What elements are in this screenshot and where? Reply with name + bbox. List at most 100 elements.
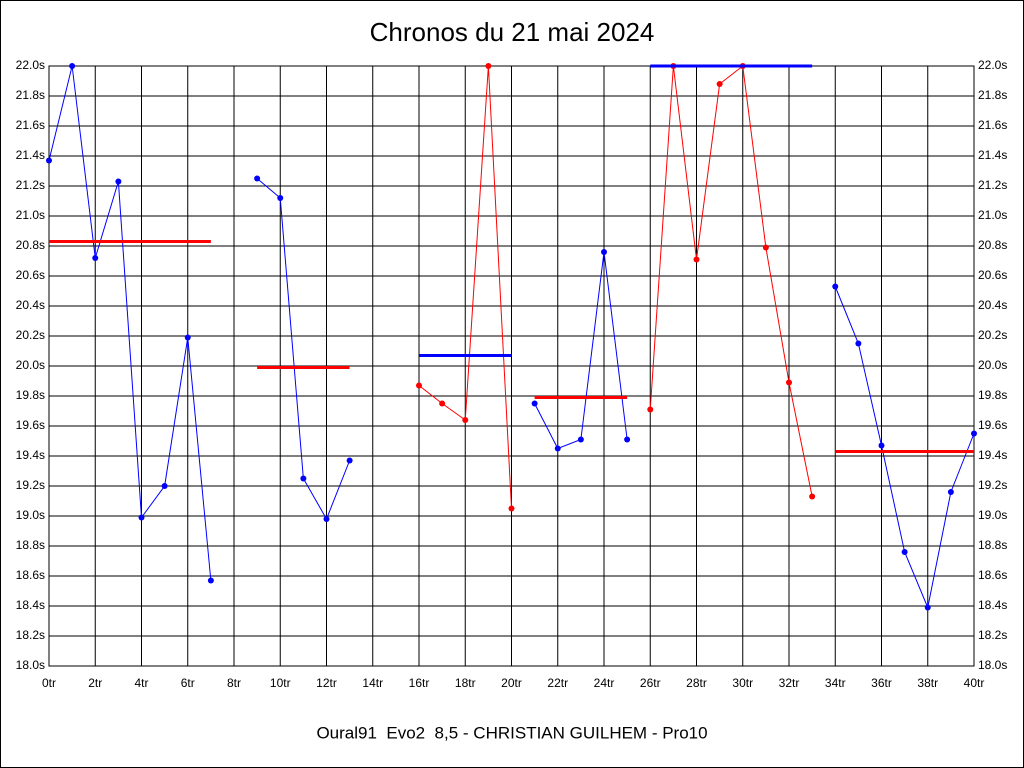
y-tick-label: 20.2s (16, 328, 45, 342)
y2-tick-label: 19.2s (978, 478, 1007, 492)
lap-point (277, 195, 284, 201)
lap-point (901, 549, 908, 555)
y-tick-label: 21.8s (16, 88, 45, 102)
lap-point (855, 340, 862, 347)
y2-tick-label: 19.4s (978, 448, 1007, 462)
x-tick-label: 0tr (42, 676, 56, 690)
y-tick-label: 21.6s (16, 118, 45, 132)
y-tick-label: 19.2s (16, 478, 45, 492)
y2-tick-label: 20.0s (978, 358, 1007, 372)
lap-point (184, 334, 191, 341)
x-tick-label: 34tr (825, 676, 846, 690)
x-tick-label: 16tr (409, 676, 430, 690)
x-tick-label: 26tr (640, 676, 661, 690)
y-tick-label: 20.0s (16, 358, 45, 372)
y2-tick-label: 18.2s (978, 628, 1007, 642)
x-tick-label: 24tr (594, 676, 615, 690)
x-tick-label: 14tr (362, 676, 383, 690)
y-tick-label: 20.6s (16, 268, 45, 282)
y-tick-label: 18.0s (16, 658, 45, 672)
lap-point (693, 256, 700, 263)
y2-tick-label: 20.6s (978, 268, 1007, 282)
lap-point (878, 442, 885, 449)
y2-tick-label: 18.6s (978, 568, 1007, 582)
lap-point (161, 483, 168, 489)
x-tick-label: 32tr (779, 676, 800, 690)
lap-line (649, 65, 813, 497)
lap-point (924, 604, 931, 611)
y2-tick-label: 21.8s (978, 88, 1007, 102)
x-tick-label: 2tr (88, 676, 102, 690)
lap-point (809, 493, 816, 500)
lap-point (462, 417, 469, 423)
lap-point (716, 81, 723, 87)
lap-point (832, 283, 839, 290)
lap-point (138, 514, 145, 521)
y2-tick-label: 22.0s (978, 58, 1007, 72)
x-tick-label: 10tr (270, 676, 291, 690)
y-tick-label: 19.8s (16, 388, 45, 402)
x-tick-label: 6tr (181, 676, 195, 690)
x-tick-label: 4tr (134, 676, 148, 690)
lap-point (485, 63, 492, 69)
x-tick-label: 22tr (547, 676, 568, 690)
x-tick-label: 20tr (501, 676, 522, 690)
lap-point (786, 379, 792, 386)
lap-point (624, 436, 631, 443)
lap-point (647, 406, 654, 413)
y2-tick-label: 18.8s (978, 538, 1007, 552)
lap-point (416, 382, 422, 389)
y2-tick-label: 19.8s (978, 388, 1007, 402)
chart-title: Chronos du 21 mai 2024 (370, 17, 655, 47)
x-tick-label: 12tr (316, 676, 337, 690)
y2-tick-label: 20.2s (978, 328, 1007, 342)
lap-point (300, 475, 307, 482)
y2-tick-label: 21.0s (978, 208, 1007, 222)
x-tick-label: 36tr (871, 676, 892, 690)
y-tick-label: 21.0s (16, 208, 45, 222)
y-tick-label: 18.2s (16, 628, 45, 642)
lap-line (48, 65, 212, 581)
lap-point (69, 63, 76, 69)
lap-point (439, 400, 446, 407)
y2-tick-label: 19.6s (978, 418, 1007, 432)
y-tick-label: 19.6s (16, 418, 45, 432)
lap-point (762, 244, 769, 251)
lap-point (971, 430, 977, 437)
y2-tick-label: 21.6s (978, 118, 1007, 132)
lap-point (207, 577, 214, 584)
x-tick-label: 30tr (732, 676, 753, 690)
lap-point (531, 400, 538, 407)
lap-point (577, 436, 584, 443)
lap-point (254, 175, 261, 182)
y-tick-label: 19.4s (16, 448, 45, 462)
y2-tick-label: 19.0s (978, 508, 1007, 522)
y-tick-label: 21.2s (16, 178, 45, 192)
lap-point (601, 249, 607, 255)
y-tick-label: 18.6s (16, 568, 45, 582)
y-tick-label: 21.4s (16, 148, 45, 162)
lap-point (346, 457, 353, 464)
y-tick-label: 19.0s (16, 508, 45, 522)
lap-point (508, 505, 515, 512)
x-tick-label: 38tr (917, 676, 938, 690)
x-tick-label: 28tr (686, 676, 707, 690)
lap-point (323, 516, 330, 522)
lap-point (46, 157, 52, 164)
x-tick-label: 8tr (227, 676, 241, 690)
y2-tick-label: 20.8s (978, 238, 1007, 252)
y-tick-label: 22.0s (16, 58, 45, 72)
y2-tick-label: 20.4s (978, 298, 1007, 312)
y-tick-label: 20.8s (16, 238, 45, 252)
x-tick-label: 40tr (964, 676, 985, 690)
lap-point (947, 489, 954, 495)
lap-point (92, 255, 99, 261)
lap-point (554, 445, 561, 452)
lap-point (115, 178, 122, 185)
y-tick-label: 18.4s (16, 598, 45, 612)
y2-tick-label: 21.2s (978, 178, 1007, 192)
y2-tick-label: 21.4s (978, 148, 1007, 162)
y-tick-label: 20.4s (16, 298, 45, 312)
chart-subtitle: Oural91 Evo2 8,5 - CHRISTIAN GUILHEM - P… (316, 723, 707, 742)
